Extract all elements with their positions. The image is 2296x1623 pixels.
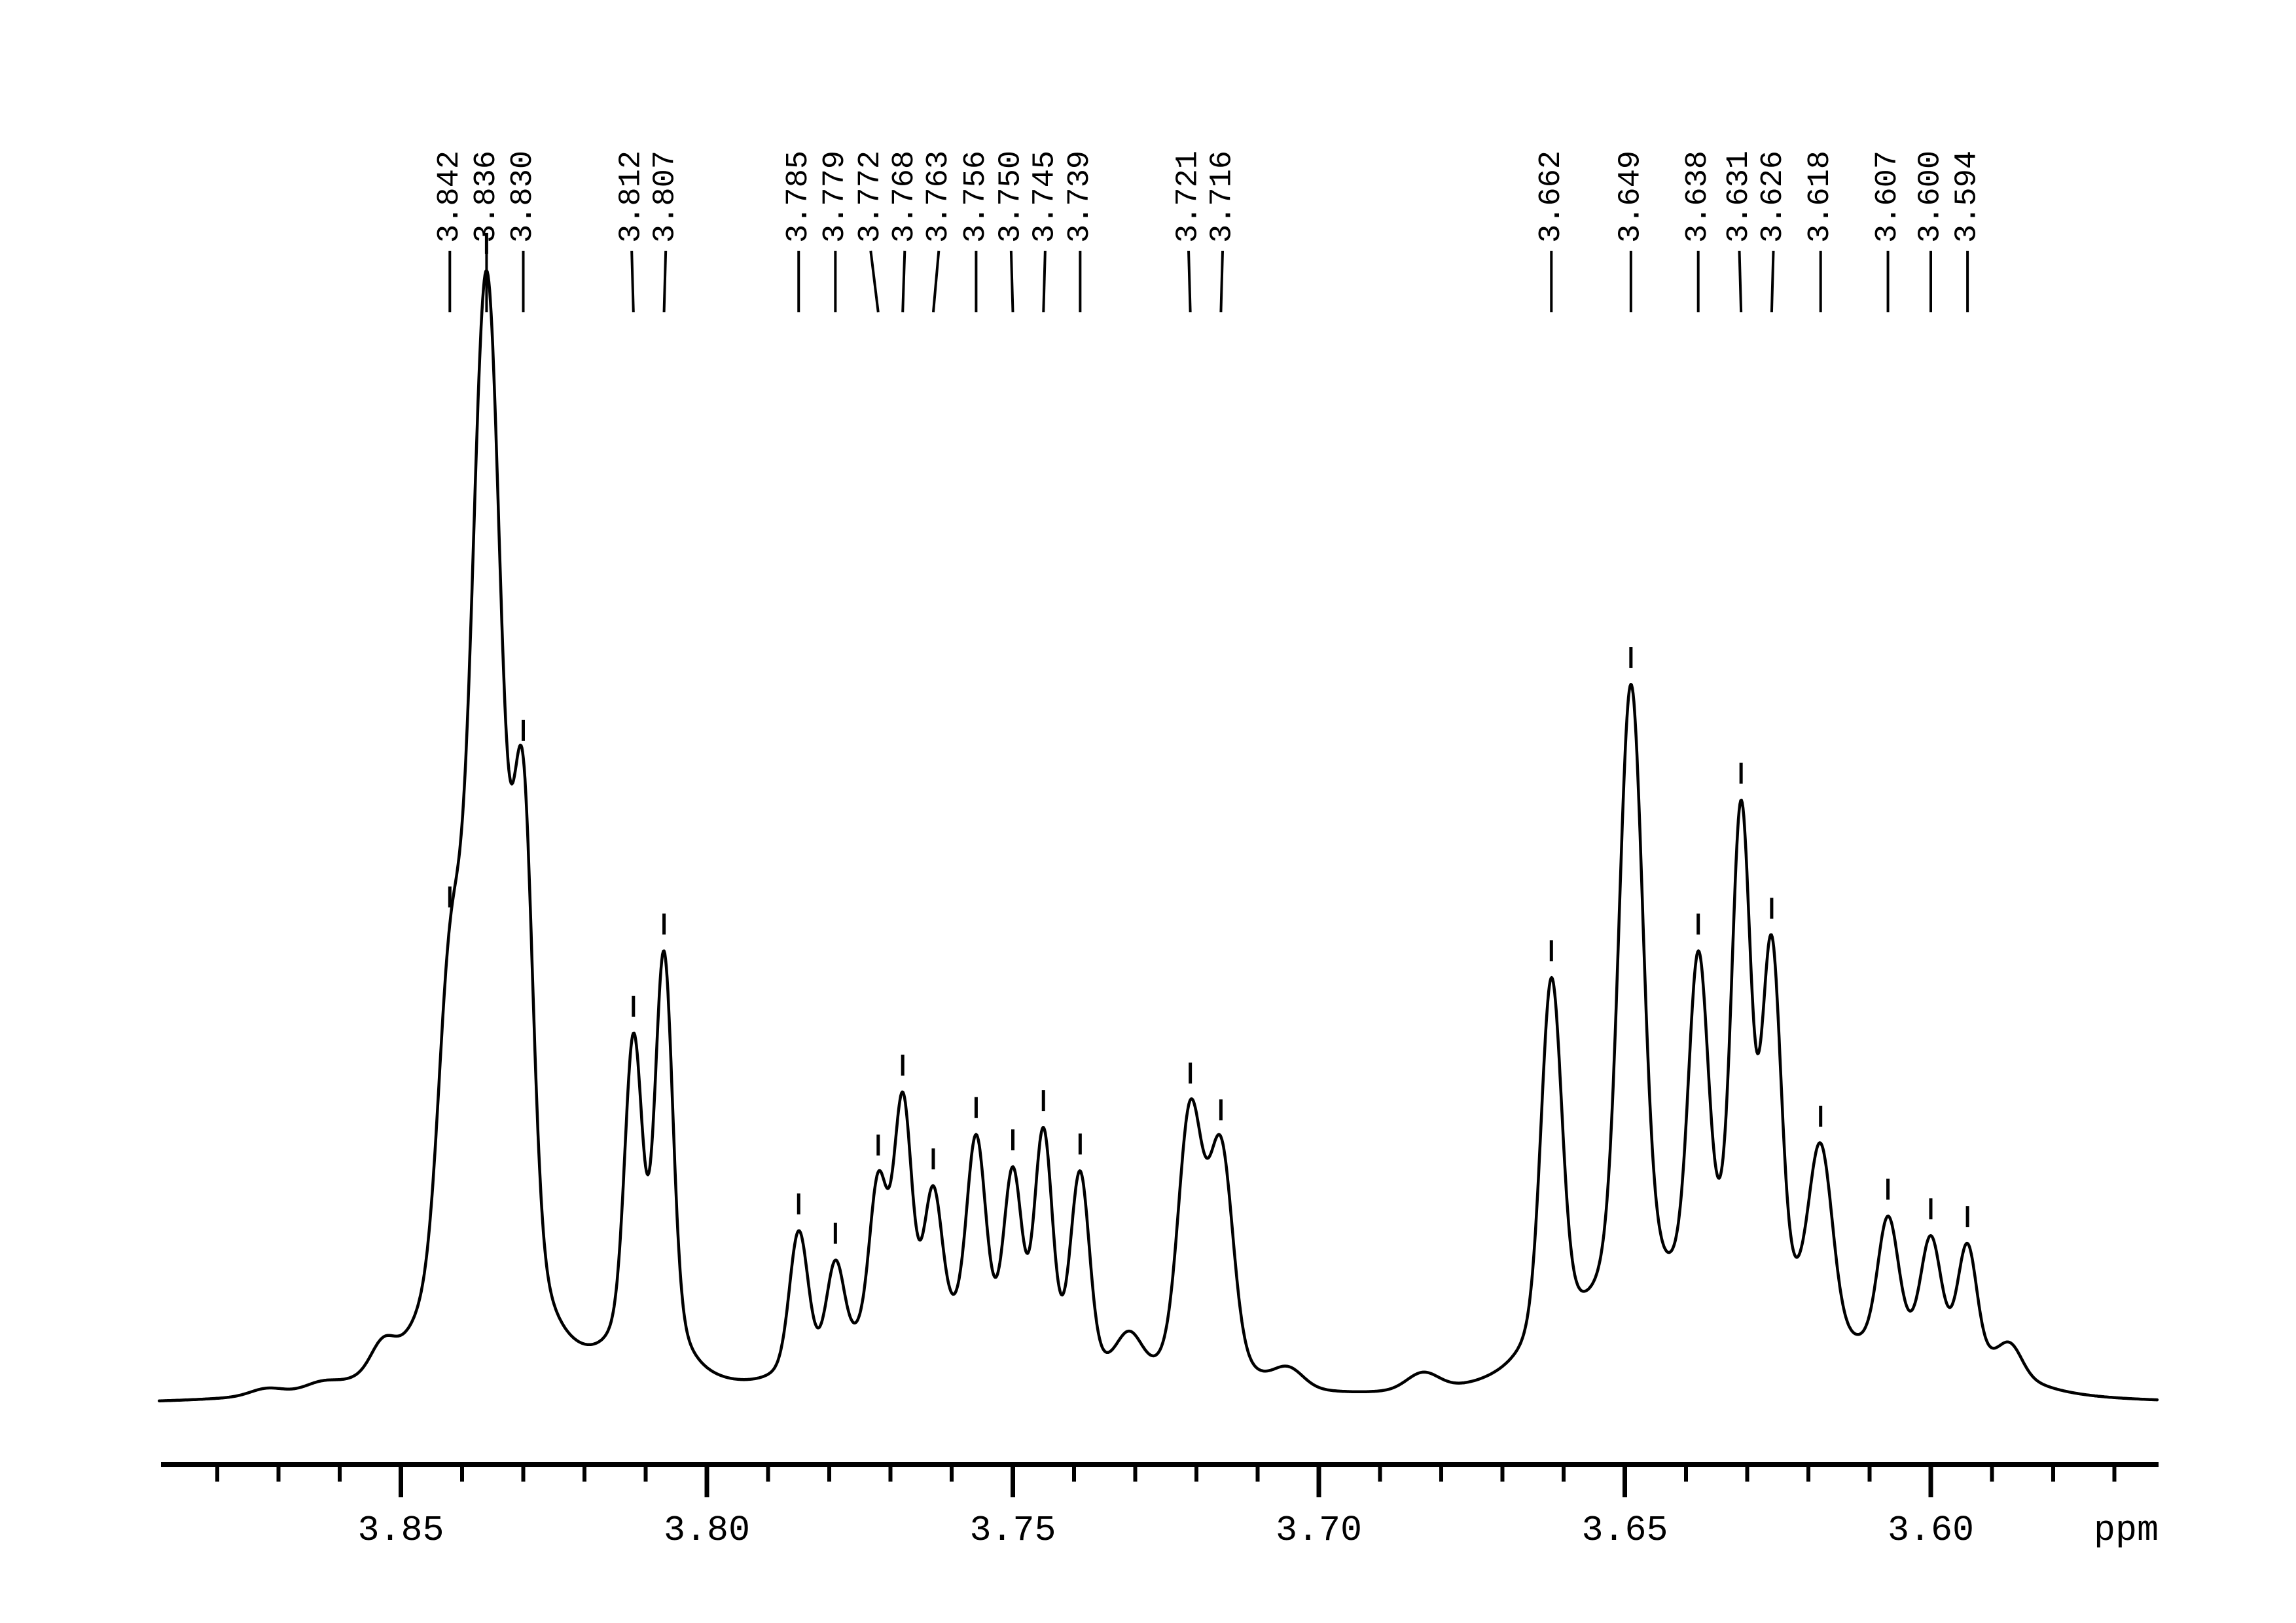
peak-label: 3.739 bbox=[1063, 151, 1098, 243]
peak-label: 3.763 bbox=[922, 151, 956, 243]
x-axis-unit-label: ppm bbox=[2094, 1510, 2159, 1551]
peak-leader-line bbox=[1770, 250, 1775, 313]
peak-leader-line bbox=[1219, 250, 1225, 313]
x-axis-group: 3.85 3.80 3.75 3.70 3.65 3.60 ppm bbox=[161, 1462, 2159, 1551]
peak-leader-line bbox=[630, 250, 635, 313]
peak-label: 3.812 bbox=[615, 151, 649, 243]
peak-label: 3.830 bbox=[506, 151, 541, 243]
peak-labels-group: 3.842 3.836 3.830 3.812 3.807 3.785 3.779 3.772… bbox=[433, 151, 1985, 243]
x-axis-ticks-group bbox=[215, 1465, 2117, 1497]
peak-leader-line bbox=[901, 250, 906, 313]
peak-label: 3.745 bbox=[1028, 151, 1062, 243]
peak-leader-line bbox=[869, 250, 880, 313]
peak-label: 3.626 bbox=[1756, 151, 1791, 243]
peak-label: 3.662 bbox=[1534, 151, 1569, 243]
x-axis-tick-label: 3.70 bbox=[1276, 1510, 1362, 1551]
x-axis-tick-labels-group: 3.85 3.80 3.75 3.70 3.65 3.60 bbox=[357, 1510, 1974, 1551]
peak-label: 3.842 bbox=[433, 151, 467, 243]
peak-leader-line bbox=[1738, 250, 1743, 313]
peak-label: 3.607 bbox=[1871, 151, 1905, 243]
peak-label: 3.631 bbox=[1722, 151, 1757, 243]
peak-label: 3.836 bbox=[469, 151, 504, 243]
peak-leader-lines-group bbox=[448, 250, 1969, 313]
peak-leader-line bbox=[1009, 250, 1014, 313]
x-axis-tick-label: 3.75 bbox=[969, 1510, 1056, 1551]
peak-label: 3.807 bbox=[649, 151, 683, 243]
peak-leader-line bbox=[1042, 250, 1047, 313]
peak-label: 3.772 bbox=[853, 151, 888, 243]
peak-leader-line bbox=[662, 250, 668, 313]
peak-label: 3.594 bbox=[1950, 151, 1985, 243]
peak-markers-group bbox=[448, 232, 1969, 1244]
peak-leader-line bbox=[1187, 250, 1192, 313]
x-axis-tick-label: 3.80 bbox=[664, 1510, 750, 1551]
peak-leader-line bbox=[931, 250, 941, 313]
x-axis-tick-label: 3.85 bbox=[357, 1510, 444, 1551]
spectrum-trace bbox=[157, 268, 2159, 1402]
x-axis-tick-label: 3.60 bbox=[1888, 1510, 1974, 1551]
peak-label: 3.750 bbox=[994, 151, 1028, 243]
x-axis-tick-label: 3.65 bbox=[1581, 1510, 1668, 1551]
peak-label: 3.756 bbox=[959, 151, 994, 243]
peak-label: 3.638 bbox=[1681, 151, 1715, 243]
peak-label: 3.721 bbox=[1172, 151, 1206, 243]
peak-label: 3.779 bbox=[818, 151, 853, 243]
peak-label: 3.768 bbox=[888, 151, 922, 243]
peak-label: 3.649 bbox=[1613, 151, 1648, 243]
peak-label: 3.716 bbox=[1206, 151, 1240, 243]
peak-label: 3.785 bbox=[781, 151, 816, 243]
peak-label: 3.618 bbox=[1803, 151, 1838, 243]
peak-label: 3.600 bbox=[1914, 151, 1948, 243]
